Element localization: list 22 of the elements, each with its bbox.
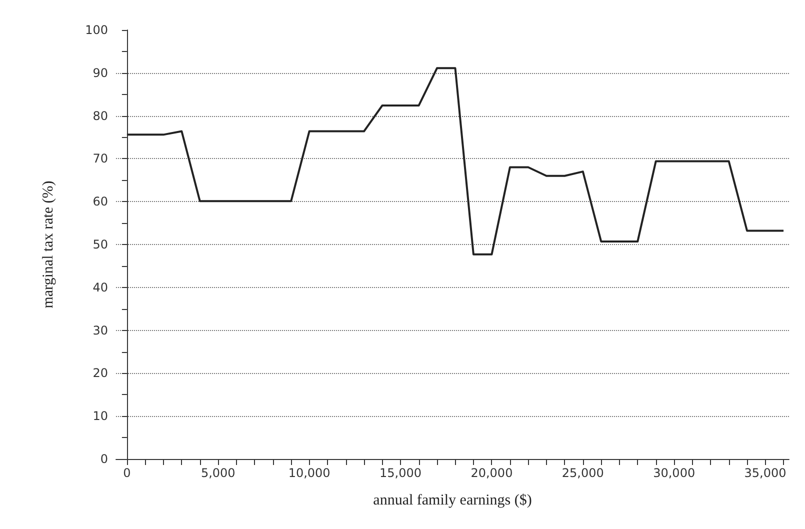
y-tick-label: 10 <box>92 409 108 424</box>
y-tick-label: 20 <box>92 366 108 380</box>
x-tick-label: 25,000 <box>562 466 604 480</box>
x-tick-label: 0 <box>123 466 131 480</box>
y-tick-label: 0 <box>100 452 108 466</box>
x-tick-label: 35,000 <box>744 466 786 480</box>
y-axis-title: marginal tax rate (%) <box>40 180 56 308</box>
y-tick-label: 30 <box>92 323 108 338</box>
x-tick-label: 30,000 <box>653 466 696 480</box>
y-tick-label: 90 <box>92 66 108 80</box>
y-tick-label: 60 <box>92 194 108 209</box>
y-tick-label: 50 <box>92 238 108 252</box>
y-tick-label: 40 <box>92 280 108 294</box>
line-series <box>126 67 785 256</box>
x-tick-label: 5,000 <box>200 466 236 480</box>
y-tick-label: 100 <box>85 23 108 37</box>
y-tick-label: 70 <box>92 152 108 166</box>
x-tick-label: 10,000 <box>288 466 330 480</box>
y-tick-label: 80 <box>92 108 108 123</box>
x-axis-title: annual family earnings ($) <box>373 492 532 508</box>
x-tick-label: 20,000 <box>470 466 513 480</box>
x-tick-label: 15,000 <box>380 466 422 480</box>
